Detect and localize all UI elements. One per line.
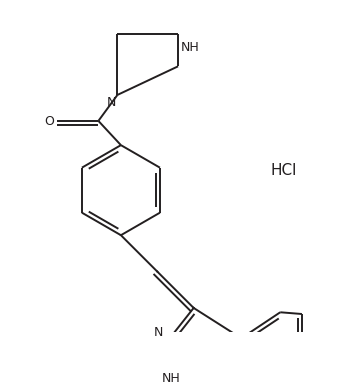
Text: HCl: HCl xyxy=(271,163,297,178)
Text: NH: NH xyxy=(181,41,200,54)
Text: N: N xyxy=(106,96,116,109)
Text: NH: NH xyxy=(162,372,181,382)
Text: N: N xyxy=(154,326,164,339)
Text: O: O xyxy=(44,115,54,128)
